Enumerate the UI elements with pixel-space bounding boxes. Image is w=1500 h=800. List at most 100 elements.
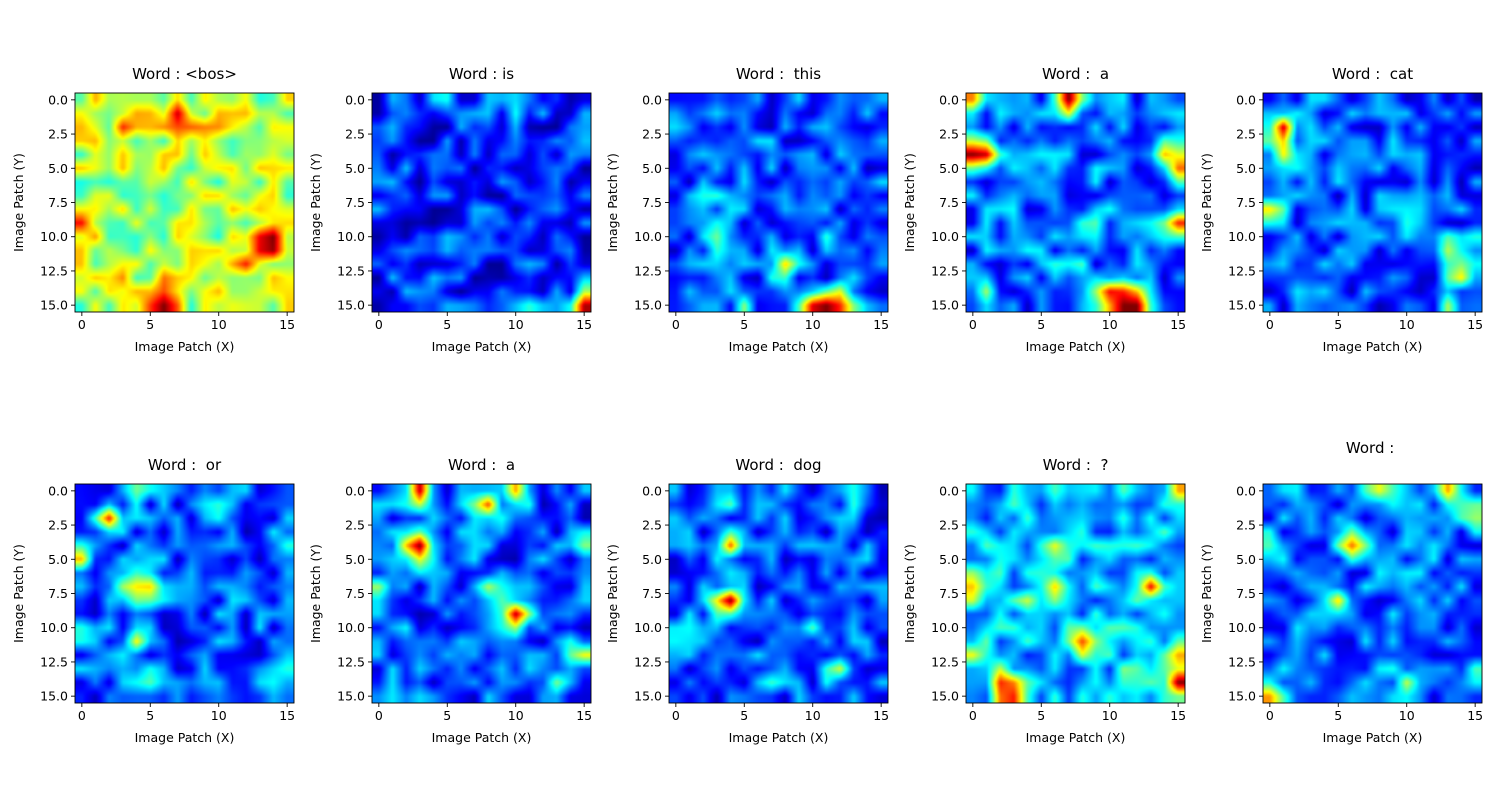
x-tick-label: 15 <box>1467 708 1483 723</box>
y-tick-label: 7.5 <box>642 195 662 210</box>
y-tick-label: 15.0 <box>634 298 662 313</box>
x-axis-label: Image Patch (X) <box>1323 730 1423 745</box>
x-tick-label: 5 <box>1334 708 1342 723</box>
y-tick-label: 2.5 <box>939 127 959 142</box>
y-tick-label: 15.0 <box>40 298 68 313</box>
y-tick-label: 2.5 <box>939 518 959 533</box>
y-tick-label: 7.5 <box>48 586 68 601</box>
y-tick-label: 5.0 <box>642 552 662 567</box>
y-tick-label: 0.0 <box>642 483 662 498</box>
x-tick-label: 10 <box>805 317 821 332</box>
x-tick-label: 15 <box>1467 317 1483 332</box>
x-tick-label: 5 <box>1037 708 1045 723</box>
y-tick-label: 5.0 <box>939 161 959 176</box>
x-tick-label: 5 <box>1037 317 1045 332</box>
x-tick-label: 0 <box>78 317 86 332</box>
y-tick-label: 12.5 <box>40 654 68 669</box>
x-tick-label: 10 <box>1102 708 1118 723</box>
y-tick-label: 15.0 <box>1228 298 1256 313</box>
panel-title: Word : <bos> <box>132 65 237 83</box>
heatmap-image <box>372 93 591 312</box>
y-tick-label: 7.5 <box>1236 586 1256 601</box>
heatmap-panel: 0 5 10 15 0.0 2.5 5.0 7.5 10.0 12.5 15.0 Word : a Im… <box>902 65 1186 354</box>
panel-title: Word : dog <box>735 456 821 474</box>
x-tick-label: 0 <box>78 708 86 723</box>
y-axis-label: Image Patch (Y) <box>605 153 620 252</box>
y-tick-label: 2.5 <box>642 127 662 142</box>
y-tick-label: 15.0 <box>931 689 959 704</box>
x-tick-label: 0 <box>1266 317 1274 332</box>
panel-title: Word : <box>1346 439 1399 457</box>
y-tick-label: 0.0 <box>48 483 68 498</box>
heatmap-image <box>669 93 888 312</box>
x-tick-label: 5 <box>740 708 748 723</box>
y-tick-label: 5.0 <box>48 161 68 176</box>
y-axis-label: Image Patch (Y) <box>902 153 917 252</box>
y-tick-label: 10.0 <box>931 620 959 635</box>
y-tick-label: 2.5 <box>48 127 68 142</box>
x-tick-label: 5 <box>1334 317 1342 332</box>
x-tick-label: 5 <box>443 708 451 723</box>
y-tick-label: 0.0 <box>1236 483 1256 498</box>
y-axis-label: Image Patch (Y) <box>308 153 323 252</box>
heatmap-image <box>75 93 294 312</box>
y-tick-label: 15.0 <box>337 689 365 704</box>
x-tick-label: 15 <box>1170 708 1186 723</box>
y-tick-label: 5.0 <box>1236 552 1256 567</box>
x-tick-label: 10 <box>1399 708 1415 723</box>
y-tick-label: 12.5 <box>1228 263 1256 278</box>
x-tick-label: 15 <box>279 708 295 723</box>
heatmap-panel: 0 5 10 15 0.0 2.5 5.0 7.5 10.0 12.5 15.0 Word : a Im… <box>308 456 592 745</box>
panel-title: Word : cat <box>1332 65 1413 83</box>
x-axis-label: Image Patch (X) <box>432 339 532 354</box>
heatmap-panel: 0 5 10 15 0.0 2.5 5.0 7.5 10.0 12.5 15.0 Word : or I… <box>11 456 295 745</box>
x-axis-label: Image Patch (X) <box>135 730 235 745</box>
y-tick-label: 0.0 <box>939 92 959 107</box>
y-tick-label: 12.5 <box>634 263 662 278</box>
y-tick-label: 15.0 <box>1228 689 1256 704</box>
y-tick-label: 12.5 <box>634 654 662 669</box>
x-tick-label: 10 <box>1102 317 1118 332</box>
x-tick-label: 15 <box>873 708 889 723</box>
x-axis-label: Image Patch (X) <box>432 730 532 745</box>
y-tick-label: 2.5 <box>1236 518 1256 533</box>
y-axis-label: Image Patch (Y) <box>605 544 620 643</box>
y-tick-label: 12.5 <box>40 263 68 278</box>
heatmap-image <box>669 484 888 703</box>
y-tick-label: 10.0 <box>634 620 662 635</box>
x-tick-label: 5 <box>146 317 154 332</box>
y-tick-label: 0.0 <box>345 483 365 498</box>
x-axis-label: Image Patch (X) <box>135 339 235 354</box>
heatmap-panel: 0 5 10 15 0.0 2.5 5.0 7.5 10.0 12.5 15.0 Word : ? Im… <box>902 456 1186 745</box>
panel-title: Word : a <box>448 456 515 474</box>
x-tick-label: 0 <box>1266 708 1274 723</box>
y-tick-label: 15.0 <box>931 298 959 313</box>
y-axis-label: Image Patch (Y) <box>308 544 323 643</box>
y-tick-label: 7.5 <box>939 586 959 601</box>
x-tick-label: 15 <box>279 317 295 332</box>
panel-title: Word : is <box>449 65 514 83</box>
y-tick-label: 10.0 <box>931 229 959 244</box>
y-tick-label: 5.0 <box>345 161 365 176</box>
x-axis-label: Image Patch (X) <box>729 730 829 745</box>
y-axis-label: Image Patch (Y) <box>11 544 26 643</box>
panel-title: Word : this <box>736 65 821 83</box>
x-tick-label: 5 <box>443 317 451 332</box>
y-tick-label: 12.5 <box>1228 654 1256 669</box>
panel-title: Word : a <box>1042 65 1109 83</box>
panel-title: Word : ? <box>1043 456 1109 474</box>
heatmap-panel: 0 5 10 15 0.0 2.5 5.0 7.5 10.0 12.5 15.0 Word : Ima… <box>1199 439 1483 745</box>
x-tick-label: 0 <box>672 708 680 723</box>
y-tick-label: 12.5 <box>931 654 959 669</box>
y-tick-label: 2.5 <box>1236 127 1256 142</box>
y-tick-label: 10.0 <box>40 229 68 244</box>
x-axis-label: Image Patch (X) <box>1026 730 1126 745</box>
heatmap-panel: 0 5 10 15 0.0 2.5 5.0 7.5 10.0 12.5 15.0 Word : cat… <box>1199 65 1483 354</box>
x-tick-label: 10 <box>508 317 524 332</box>
heatmap-panel: 0 5 10 15 0.0 2.5 5.0 7.5 10.0 12.5 15.0 Word : is I… <box>308 65 592 354</box>
y-tick-label: 7.5 <box>48 195 68 210</box>
y-tick-label: 5.0 <box>642 161 662 176</box>
y-tick-label: 10.0 <box>337 229 365 244</box>
y-tick-label: 5.0 <box>939 552 959 567</box>
